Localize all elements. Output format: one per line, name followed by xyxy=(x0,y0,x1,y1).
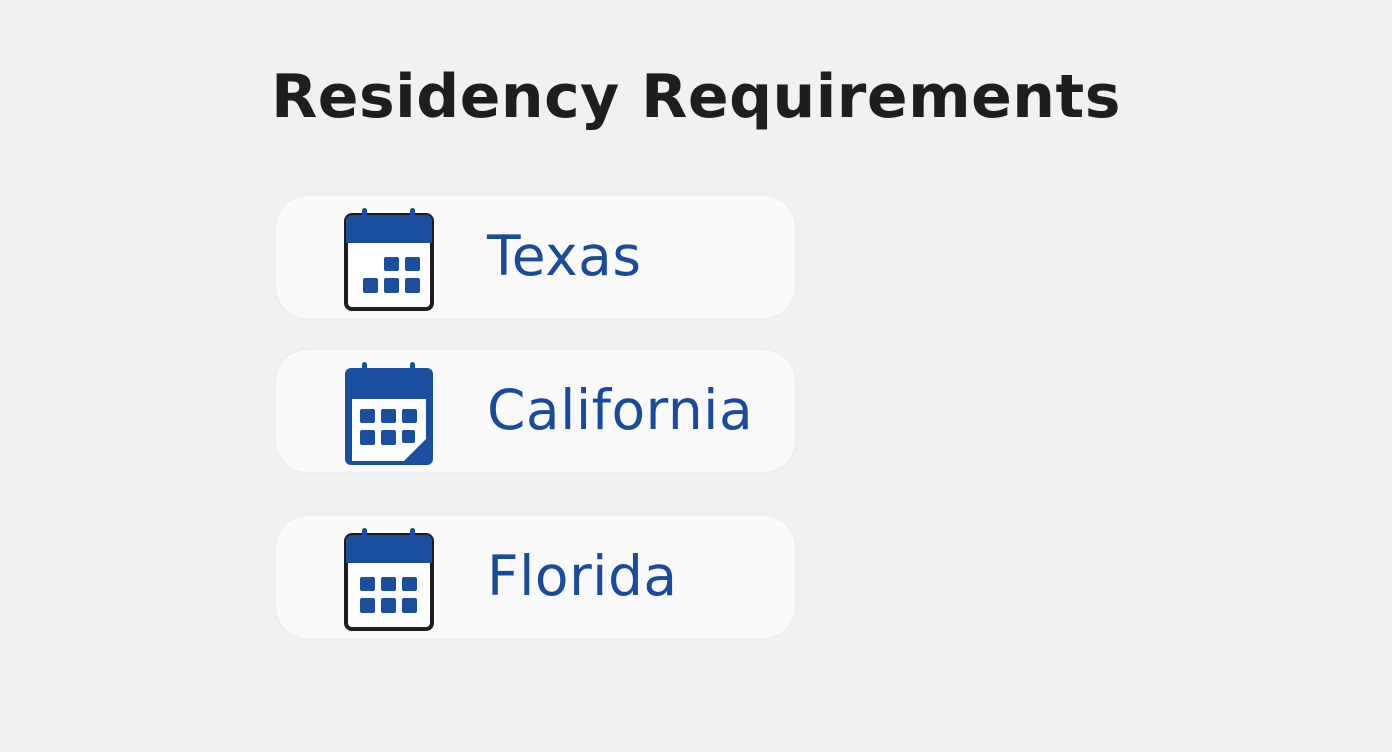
calendar-icon xyxy=(344,208,434,311)
state-label: Texas xyxy=(487,224,642,288)
calendar-icon xyxy=(344,528,434,631)
state-card-texas[interactable]: Texas xyxy=(276,196,795,318)
state-card-california[interactable]: California xyxy=(276,350,795,472)
state-card-florida[interactable]: Florida xyxy=(276,516,795,638)
calendar-icon xyxy=(345,362,433,465)
state-label: Florida xyxy=(487,544,678,608)
page-title: Residency Requirements xyxy=(271,62,1121,132)
state-label: California xyxy=(487,378,754,442)
